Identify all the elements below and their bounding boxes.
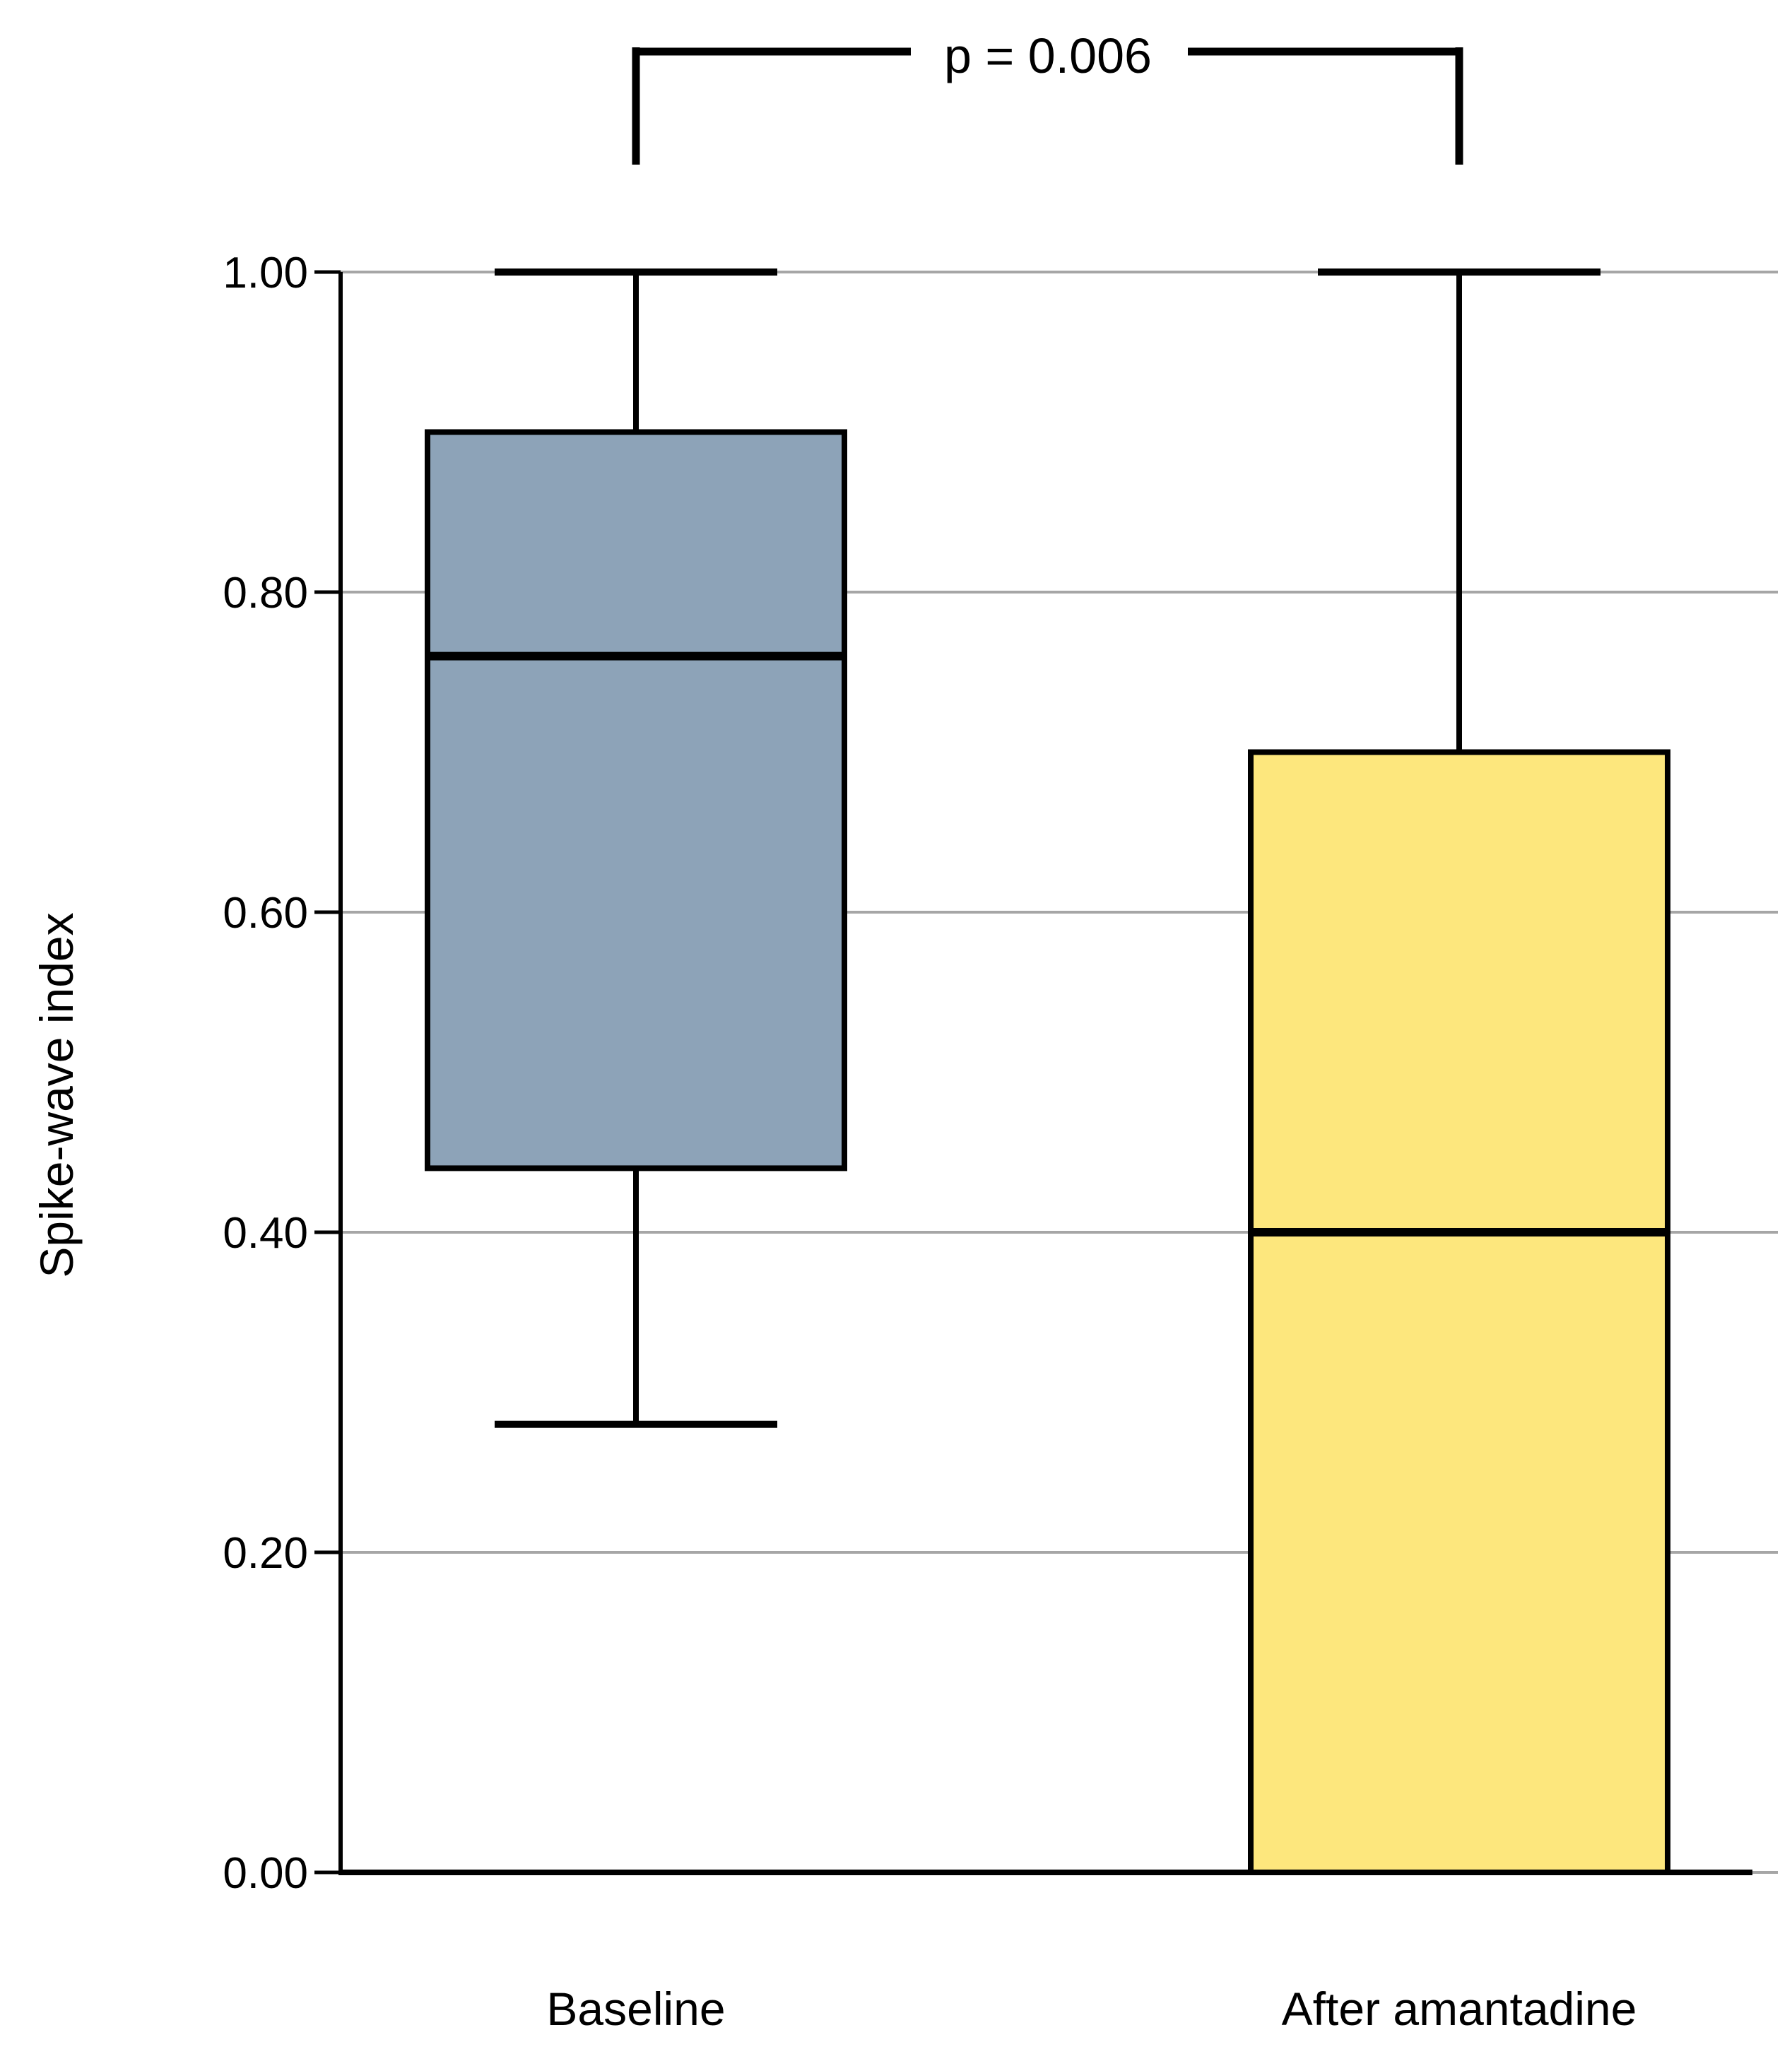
y-tick-label: 0.80 — [223, 569, 308, 618]
p-value-label: p = 0.006 — [944, 28, 1152, 83]
y-tick-label: 0.20 — [223, 1529, 308, 1578]
y-tick-label: 1.00 — [223, 249, 308, 297]
y-tick-label: 0.40 — [223, 1209, 308, 1258]
y-tick-label: 0.60 — [223, 889, 308, 938]
box-baseline — [425, 429, 847, 1171]
box-after-amantadine — [1248, 749, 1670, 1875]
y-axis-title: Spike-wave index — [30, 912, 83, 1277]
x-category-label-baseline: Baseline — [546, 1983, 725, 2035]
x-category-label-after-amantadine: After amantadine — [1282, 1983, 1637, 2035]
y-tick-label: 0.00 — [223, 1849, 308, 1898]
